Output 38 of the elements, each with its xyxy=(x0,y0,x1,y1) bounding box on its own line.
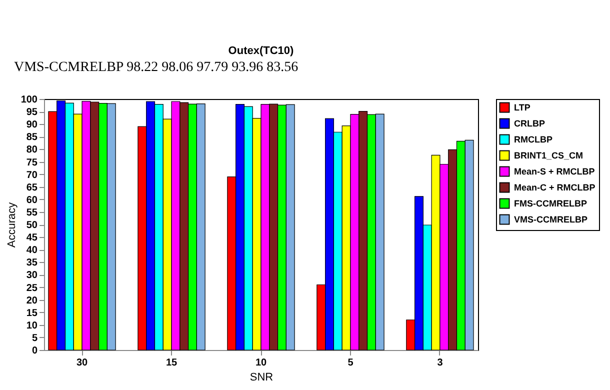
y-tick-label: 70 xyxy=(26,170,38,181)
y-tick-label: 60 xyxy=(26,194,38,206)
y-axis-title: Accuracy xyxy=(6,202,18,248)
y-tick-label: 10 xyxy=(26,320,38,332)
y-tick-label: 30 xyxy=(26,270,38,282)
y-tick-label: 75 xyxy=(26,157,38,168)
y-tick-label: 40 xyxy=(26,245,38,256)
text: VMS-CCMRELBP 98.22 98.06 97.79 93.96 83.56 xyxy=(14,60,298,75)
x-tick-label: 5 xyxy=(348,358,354,368)
y-tick-label: 5 xyxy=(32,332,38,344)
y-tick-label: 35 xyxy=(26,258,38,269)
x-tick-label: 15 xyxy=(166,358,178,368)
y-tick-label: 65 xyxy=(26,182,38,194)
y-tick-label: 20 xyxy=(26,295,38,306)
y-tick-label: 80 xyxy=(26,144,38,156)
y-tick-label: 50 xyxy=(26,220,38,231)
x-tick-label: 10 xyxy=(255,358,267,368)
x-tick-label: 3 xyxy=(437,358,444,368)
legend-label: Mean-S + RMCLBP xyxy=(514,166,595,176)
legend-label: VMS-CCMRELBP xyxy=(514,214,588,224)
y-tick-label: 45 xyxy=(26,232,38,244)
legend-label: CRLBP xyxy=(514,118,545,128)
y-tick-label: 55 xyxy=(26,207,38,218)
legend-label: LTP xyxy=(514,102,530,112)
y-tick-label: 100 xyxy=(20,94,38,106)
legend-label: Mean-C + RMCLBP xyxy=(514,182,596,192)
y-tick-label: 90 xyxy=(26,120,38,131)
legend-label: RMCLBP xyxy=(514,134,552,144)
legend-label: FMS-CCMRELBP xyxy=(514,198,587,208)
chart-title: Outex(TC10) xyxy=(228,45,294,57)
x-axis-title: SNR xyxy=(250,372,274,384)
x-tick-label: 30 xyxy=(76,358,88,368)
y-tick-label: 85 xyxy=(26,132,38,144)
y-tick-label: 0 xyxy=(32,346,38,356)
legend-label: BRINT1_CS_CM xyxy=(514,150,584,160)
y-tick-label: 95 xyxy=(26,107,38,118)
y-tick-label: 15 xyxy=(26,308,38,319)
y-tick-label: 25 xyxy=(26,282,38,294)
